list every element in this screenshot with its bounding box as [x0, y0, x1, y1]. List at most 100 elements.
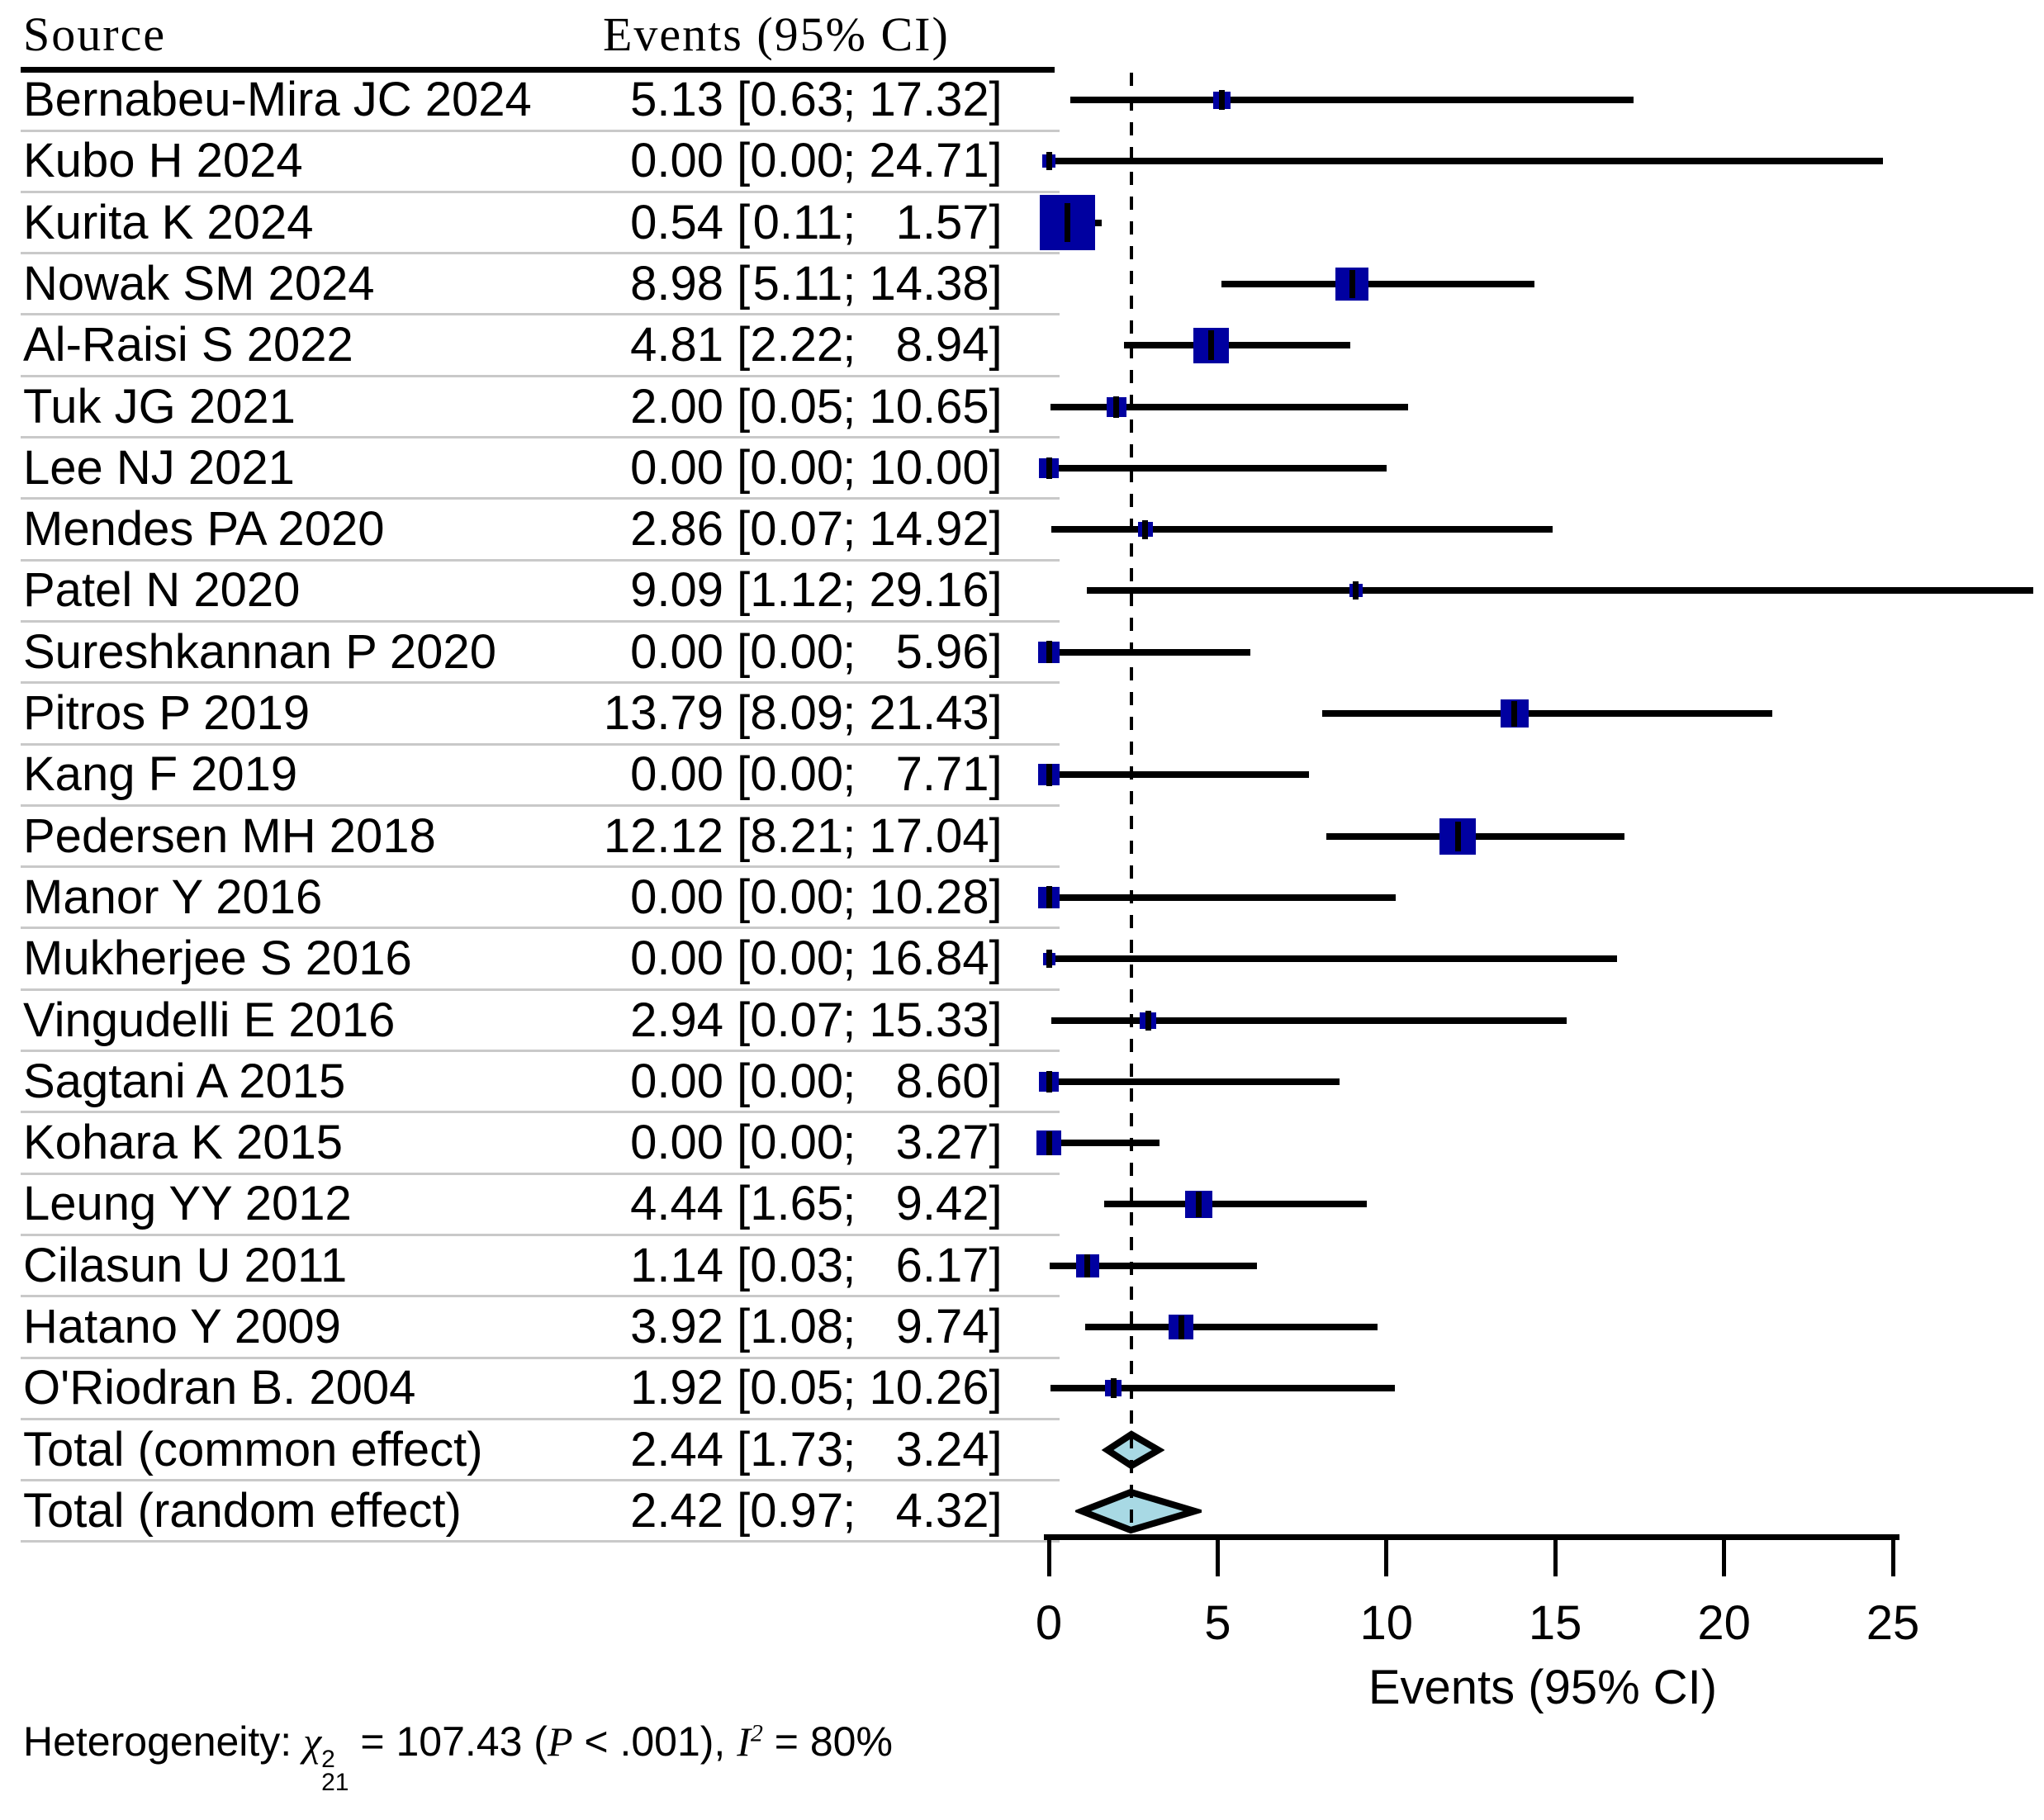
events-value: 2.86 [0.07; 14.92] — [630, 502, 1003, 557]
row-separator — [21, 190, 1060, 193]
row-separator — [21, 927, 1060, 930]
effect-center-tick — [1046, 457, 1052, 479]
ci-line — [1049, 158, 1884, 165]
effect-center-tick — [1349, 269, 1355, 298]
ci-line — [1049, 893, 1397, 901]
ci-line — [1049, 464, 1387, 472]
effect-center-tick — [1084, 1254, 1091, 1277]
effect-center-tick — [1142, 519, 1149, 539]
row-separator — [21, 374, 1060, 377]
ci-line — [1050, 403, 1409, 410]
events-value: 2.00 [0.05; 10.65] — [630, 379, 1003, 434]
events-value: 0.54 [0.11; 1.57] — [630, 195, 1003, 249]
x-axis-tick-label: 5 — [1204, 1596, 1231, 1650]
study-name: Mukherjee S 2016 — [23, 931, 412, 986]
events-value: 4.81 [2.22; 8.94] — [630, 318, 1003, 372]
effect-center-tick — [1064, 202, 1070, 243]
row-separator — [21, 865, 1060, 869]
effect-center-tick — [1046, 641, 1052, 664]
events-value: 0.00 [0.00; 24.71] — [630, 134, 1003, 188]
ci-line — [1104, 1201, 1368, 1208]
effect-center-tick — [1454, 821, 1461, 851]
row-separator — [21, 988, 1060, 991]
study-name: Pedersen MH 2018 — [23, 808, 436, 863]
effect-center-tick — [1113, 396, 1120, 418]
ci-line — [1049, 1078, 1340, 1085]
x-axis-tick-label: 0 — [1035, 1596, 1063, 1650]
row-separator — [21, 1111, 1060, 1114]
row-separator — [21, 1172, 1060, 1175]
row-separator — [21, 497, 1060, 500]
effect-center-tick — [1110, 1378, 1117, 1399]
ci-line — [1123, 342, 1351, 349]
events-value: 0.00 [0.00; 5.96] — [630, 624, 1003, 679]
study-name: Al-Raisi S 2022 — [23, 318, 353, 372]
p-symbol: P — [547, 1718, 573, 1765]
study-name: Cilasun U 2011 — [23, 1238, 348, 1292]
study-name: Manor Y 2016 — [23, 870, 323, 924]
study-name: Sureshkannan P 2020 — [23, 624, 496, 679]
row-separator — [21, 129, 1060, 132]
i-squared-symbol: I2 — [737, 1718, 763, 1765]
ci-line — [1050, 526, 1553, 533]
study-name: Pitros P 2019 — [23, 686, 311, 740]
study-name: Hatano Y 2009 — [23, 1300, 341, 1353]
heterogeneity-note: Heterogeneity: χ 2 21 = 107.43 (P < .001),… — [23, 1718, 893, 1795]
ci-line — [1086, 587, 2034, 595]
effect-center-tick — [1219, 89, 1226, 111]
events-value: 0.00 [0.00; 10.28] — [630, 870, 1003, 924]
x-axis-tick — [1046, 1540, 1051, 1576]
study-name: Kohara K 2015 — [23, 1116, 343, 1170]
events-value: 0.00 [0.00; 7.71] — [630, 747, 1003, 802]
effect-center-tick — [1178, 1315, 1184, 1339]
events-value: 2.44 [1.73; 3.24] — [630, 1422, 1003, 1476]
row-separator — [21, 619, 1060, 623]
x-axis-tick — [1215, 1540, 1220, 1576]
events-value: 2.42 [0.97; 4.32] — [630, 1483, 1003, 1538]
effect-center-tick — [1046, 763, 1052, 786]
row-separator — [21, 313, 1060, 316]
study-name: Nowak SM 2024 — [23, 256, 375, 310]
het-tail: = 80% — [762, 1718, 893, 1765]
events-value: 1.14 [0.03; 6.17] — [630, 1238, 1003, 1292]
x-axis-tick-label: 10 — [1359, 1596, 1414, 1650]
events-value: 1.92 [0.05; 10.26] — [630, 1361, 1003, 1415]
ci-line — [1049, 1140, 1160, 1147]
effect-center-tick — [1196, 1192, 1202, 1217]
study-name: Tuk JG 2021 — [23, 379, 296, 434]
row-separator — [21, 1417, 1060, 1420]
events-value: 0.00 [0.00; 16.84] — [630, 931, 1003, 986]
events-value: 13.79 [8.09; 21.43] — [603, 686, 1003, 740]
het-label: Heterogeneity: — [23, 1718, 304, 1765]
events-value: 0.00 [0.00; 8.60] — [630, 1054, 1003, 1108]
effect-center-tick — [1046, 950, 1052, 968]
effect-center-tick — [1046, 152, 1052, 171]
events-value: 4.44 [1.65; 9.42] — [630, 1177, 1003, 1231]
row-separator — [21, 1356, 1060, 1359]
study-name: Kurita K 2024 — [23, 195, 314, 249]
study-name: O'Riodran B. 2004 — [23, 1361, 416, 1415]
effect-center-tick — [1208, 330, 1215, 360]
effect-center-tick — [1511, 700, 1518, 727]
row-separator — [21, 1540, 1060, 1543]
x-axis-tick — [1722, 1540, 1727, 1576]
chi-symbol: χ — [303, 1718, 322, 1765]
row-separator — [21, 252, 1060, 255]
study-name: Bernabeu-Mira JC 2024 — [23, 73, 532, 126]
ci-line — [1321, 710, 1773, 717]
events-value: 8.98 [5.11; 14.38] — [630, 256, 1003, 310]
column-header-source: Source — [23, 7, 167, 61]
x-axis-tick — [1553, 1540, 1558, 1576]
events-value: 2.94 [0.07; 15.33] — [630, 993, 1003, 1047]
header-underline — [21, 67, 1055, 73]
effect-center-tick — [1046, 1070, 1052, 1092]
events-value: 12.12 [8.21; 17.04] — [603, 808, 1003, 863]
study-name: Patel N 2020 — [23, 563, 301, 618]
events-value: 9.09 [1.12; 29.16] — [630, 563, 1003, 618]
x-axis-tick-label: 25 — [1866, 1596, 1920, 1650]
ci-line — [1050, 1385, 1396, 1392]
row-separator — [21, 1050, 1060, 1052]
reference-line — [1129, 73, 1133, 1534]
x-axis-tick — [1384, 1540, 1389, 1576]
